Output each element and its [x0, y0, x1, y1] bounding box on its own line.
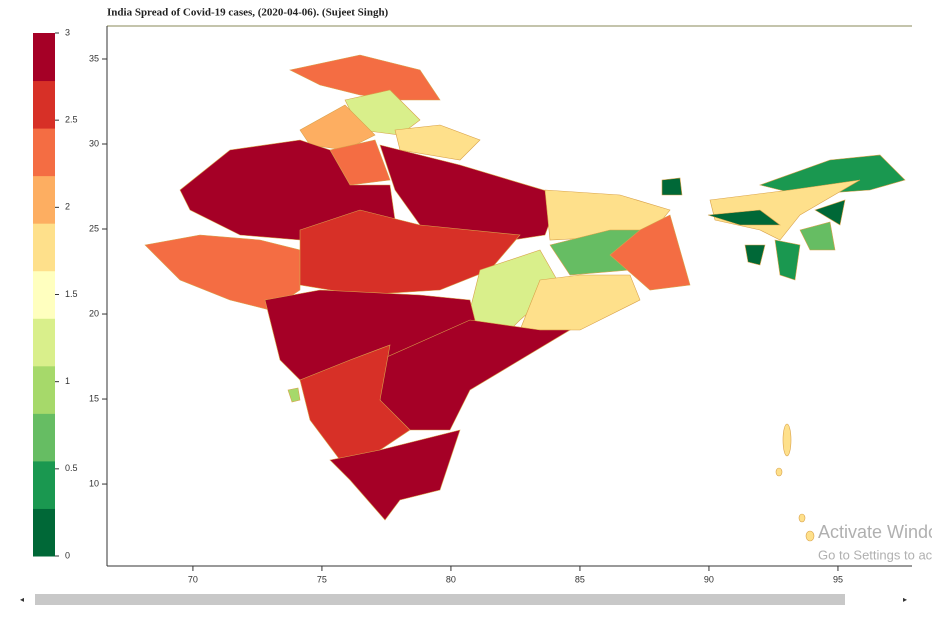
- region: [394, 124, 481, 161]
- region: [289, 54, 441, 101]
- colorbar-bin: [33, 175, 55, 224]
- colorbar-bin: [33, 318, 55, 367]
- map: [144, 54, 906, 542]
- region: [799, 221, 836, 251]
- colorbar-tick-label: 2.5: [65, 115, 78, 125]
- y-tick-label: 20: [89, 308, 99, 318]
- watermark: Activate Windows: [818, 522, 932, 542]
- y-tick-label: 25: [89, 223, 99, 233]
- region: [782, 423, 792, 457]
- x-tick-label: 75: [317, 574, 327, 584]
- region: [609, 214, 691, 291]
- y-tick-label: 10: [89, 478, 99, 488]
- colorbar-bin: [33, 80, 55, 129]
- x-tick-label: 85: [575, 574, 585, 584]
- colorbar-bin: [33, 413, 55, 462]
- region: [744, 244, 766, 266]
- colorbar-bin: [33, 33, 55, 82]
- chart-title: India Spread of Covid-19 cases, (2020-04…: [107, 7, 389, 19]
- colorbar-bin: [33, 270, 55, 319]
- colorbar-tick-label: 0.5: [65, 463, 78, 473]
- colorbar-bin: [33, 128, 55, 177]
- colorbar-tick-label: 1.5: [65, 289, 78, 299]
- region: [287, 387, 301, 403]
- x-tick-label: 70: [188, 574, 198, 584]
- colorbar-tick-label: 3: [65, 27, 70, 37]
- y-tick-label: 15: [89, 393, 99, 403]
- region: [707, 209, 781, 226]
- colorbar-bin: [33, 223, 55, 272]
- colorbar-bin: [33, 365, 55, 414]
- watermark: Go to Settings to activate Windows.: [818, 547, 932, 562]
- scrollbar-thumb[interactable]: [35, 594, 845, 605]
- y-tick-label: 35: [89, 53, 99, 63]
- x-tick-label: 80: [446, 574, 456, 584]
- region: [329, 429, 461, 521]
- scroll-right[interactable]: ▸: [903, 595, 907, 604]
- region: [775, 467, 783, 477]
- region: [774, 239, 801, 281]
- colorbar-tick-label: 2: [65, 202, 70, 212]
- colorbar-tick-label: 1: [65, 376, 70, 386]
- region: [179, 139, 396, 241]
- colorbar-tick-label: 0: [65, 550, 70, 560]
- x-tick-label: 95: [833, 574, 843, 584]
- region: [299, 344, 411, 461]
- scroll-left[interactable]: ◂: [20, 595, 24, 604]
- region: [805, 530, 815, 542]
- x-tick-label: 90: [704, 574, 714, 584]
- y-tick-label: 30: [89, 138, 99, 148]
- region: [814, 199, 846, 226]
- colorbar-bin: [33, 460, 55, 509]
- region: [661, 177, 683, 196]
- region: [144, 234, 301, 311]
- region: [798, 513, 806, 523]
- colorbar-bin: [33, 508, 55, 557]
